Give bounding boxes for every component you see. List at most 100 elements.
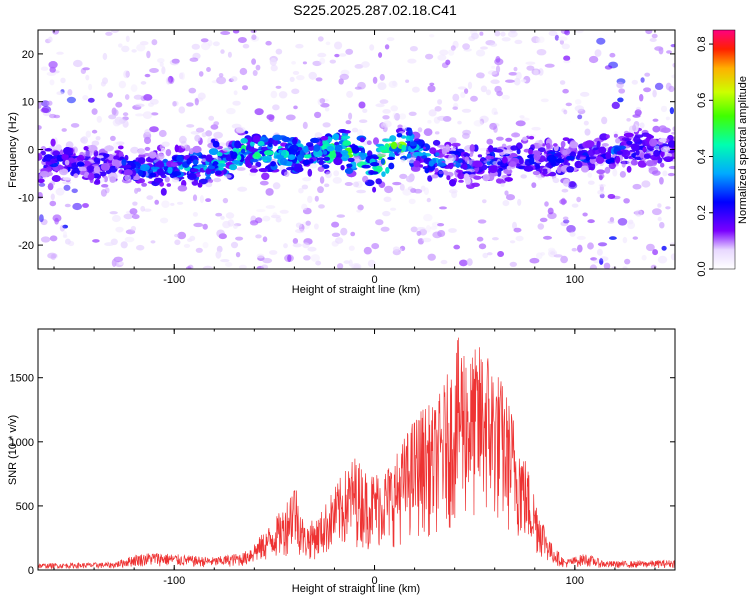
spectrogram-cell (61, 153, 69, 161)
spectrogram-cell (665, 116, 671, 121)
spectrogram-cell (130, 146, 140, 154)
spectrogram-cell (632, 236, 638, 240)
spectrogram-cell (272, 104, 280, 111)
spectrogram-cell (56, 51, 64, 55)
spectrogram-cell (270, 64, 278, 72)
spectrogram-cell (272, 139, 279, 147)
spectrogram-cell (263, 150, 274, 156)
spectrogram-cell (372, 186, 377, 193)
spectrogram-cell (118, 151, 124, 158)
spectrogram-cell (380, 158, 386, 165)
spectrogram-cell (494, 30, 501, 37)
spectrogram-cell (165, 149, 172, 157)
spectrogram-cell (399, 173, 408, 179)
spectrogram-cell (657, 203, 662, 208)
spectrogram-cell (439, 206, 447, 210)
spectrogram-cell (66, 96, 76, 104)
spectrogram-cell (207, 39, 213, 47)
spectrogram-cell (56, 91, 64, 96)
spectrogram-cell (48, 60, 58, 69)
spectrogram-cell (63, 147, 72, 155)
spectrogram-cell (375, 219, 384, 226)
spectrogram-cell (670, 44, 675, 48)
spectrogram-cell (39, 214, 44, 223)
spectrogram-cell (49, 113, 57, 119)
spectrogram-cell (623, 198, 630, 204)
spectrogram-cell (408, 128, 413, 137)
spectrogram-cell (560, 255, 568, 264)
colorbar: 0.0 0.2 0.4 0.6 0.8 Normalized spectral ampl… (696, 29, 749, 277)
spectrogram-cell (615, 155, 621, 164)
spectrogram-cell (660, 150, 665, 158)
spectrogram-cell (569, 231, 576, 237)
spectrogram-cell (469, 144, 475, 152)
spectrogram-cell (255, 217, 263, 224)
spectrogram-ytick-label: 10 (22, 97, 34, 109)
spectrogram-cell (504, 190, 509, 196)
spectrogram-cell (471, 32, 479, 40)
spectrogram-cell (448, 228, 457, 233)
spectrogram-cell (643, 87, 652, 93)
spectrogram-cell (623, 132, 634, 138)
spectrogram-cell (513, 77, 521, 86)
spectrogram-cell (118, 43, 123, 48)
spectrogram-cell (372, 76, 378, 84)
spectrogram-cell (480, 85, 488, 93)
spectrogram-cell (564, 30, 570, 36)
spectrogram-cell (616, 150, 623, 155)
spectrogram-cell (195, 127, 205, 133)
spectrogram-cell (373, 137, 379, 146)
spectrogram-cell (137, 148, 146, 155)
spectrogram-cell (537, 147, 546, 153)
spectrogram-cell (569, 141, 579, 149)
spectrogram-cell (77, 163, 85, 167)
spectrogram-cell (652, 208, 662, 216)
spectrogram-cell (666, 50, 672, 54)
spectrogram-cell (509, 240, 516, 244)
spectrogram-cell (612, 168, 618, 177)
spectrogram-cell (648, 166, 659, 175)
spectrogram-cell (661, 245, 667, 251)
spectrogram-cell (323, 156, 331, 161)
spectrogram-cell (227, 51, 232, 58)
spectrogram-cell (121, 158, 127, 166)
spectrogram-cell (463, 173, 470, 181)
spectrogram-cell (630, 159, 638, 166)
spectrogram-cell (83, 146, 89, 151)
spectrogram-cell (595, 156, 605, 164)
spectrogram-cell (150, 112, 159, 116)
spectrogram-cell (122, 112, 129, 117)
spectrogram-cell (38, 182, 46, 187)
spectrogram-cell (314, 111, 322, 119)
spectrogram-cell (520, 79, 527, 83)
spectrogram-cell (487, 252, 493, 256)
spectrogram-cell (166, 183, 171, 187)
spectrogram-cell (83, 150, 93, 157)
spectrogram-cell (249, 168, 258, 173)
spectrogram-cell (157, 170, 166, 176)
spectrogram-cell (437, 99, 443, 105)
spectrogram-cell (192, 212, 198, 217)
spectrogram-cell (219, 160, 226, 165)
spectrogram-cell (285, 114, 296, 121)
spectrogram-cell (298, 187, 304, 194)
spectrogram-cell (159, 181, 165, 187)
spectrogram-cell (538, 139, 543, 148)
spectrogram-cell (571, 203, 579, 208)
spectrogram-cell (437, 144, 446, 148)
spectrogram-cell (462, 129, 471, 136)
spectrogram-cell (654, 82, 664, 90)
spectrogram-cell (157, 58, 165, 63)
spectrogram-cell (252, 135, 261, 143)
spectrogram-cell (523, 165, 534, 172)
spectrogram-cell (353, 264, 360, 269)
spectrogram-cell (406, 175, 414, 183)
spectrogram-cell (222, 146, 233, 152)
spectrogram-xtick-label: -100 (163, 274, 185, 286)
spectrogram-cell (353, 181, 359, 188)
spectrogram-cell (671, 74, 675, 79)
spectrogram-cell (292, 70, 300, 75)
spectrogram-cell (632, 183, 642, 190)
spectrogram-cell (490, 42, 498, 47)
